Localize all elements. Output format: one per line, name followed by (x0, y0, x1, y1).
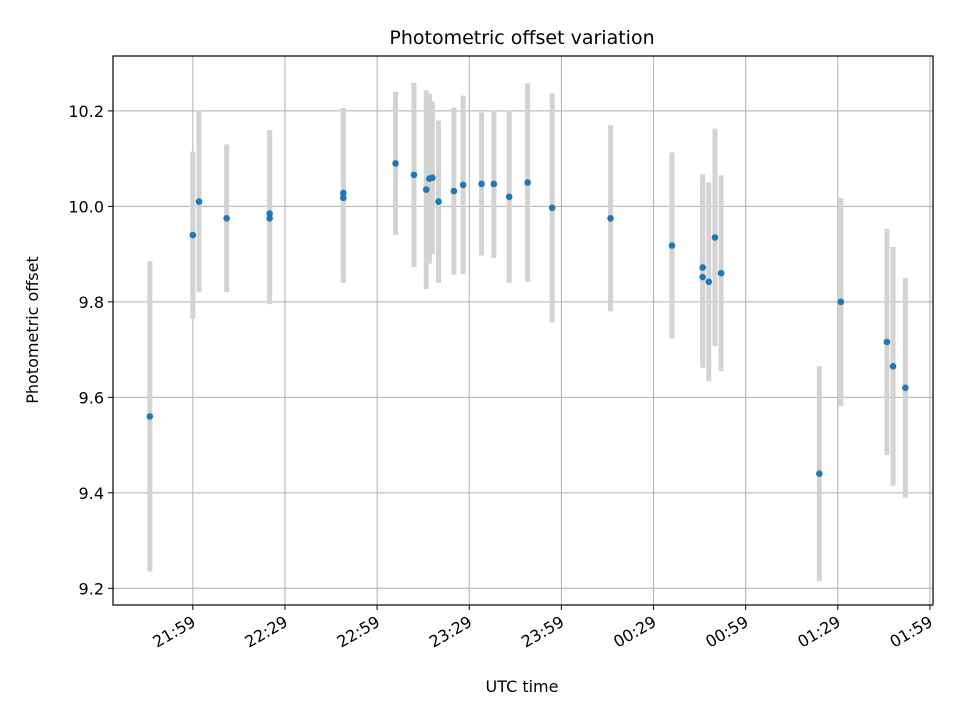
data-point (459, 181, 467, 189)
data-point (435, 198, 442, 205)
y-tick-label: 9.8 (79, 293, 104, 312)
data-point (429, 174, 436, 182)
data-point (548, 204, 556, 212)
data-point (717, 269, 725, 277)
data-point (189, 231, 197, 239)
y-tick-label: 10.2 (68, 102, 104, 121)
data-point (816, 470, 823, 478)
data-point (410, 171, 418, 179)
data-point (392, 160, 399, 167)
data-point (195, 198, 203, 205)
data-point (524, 179, 531, 186)
data-point (478, 180, 485, 188)
data-point (607, 215, 614, 222)
data-point (705, 278, 713, 286)
data-point (668, 242, 676, 249)
data-point (711, 234, 719, 241)
data-point (340, 194, 347, 202)
y-axis-label: Photometric offset (23, 256, 42, 404)
data-point (490, 180, 498, 188)
data-point (902, 384, 909, 392)
data-point (146, 413, 154, 420)
plot-frame (112, 55, 934, 606)
data-point (450, 187, 458, 195)
y-axis-ticks: 9.2 9.4 9.6 9.8 10.0 10.2 (68, 102, 113, 598)
data-point (505, 193, 513, 201)
data-point (340, 189, 347, 197)
y-tick-label: 9.6 (79, 388, 104, 407)
y-tick-label: 9.2 (79, 579, 104, 598)
data-point (699, 273, 706, 281)
data-point (223, 215, 230, 222)
data-point (266, 215, 273, 222)
data-point (266, 210, 273, 217)
x-axis-label: UTC time (486, 677, 559, 696)
grid (113, 56, 933, 605)
data-point (883, 338, 891, 346)
data-point (699, 264, 706, 271)
y-tick-label: 9.4 (79, 484, 104, 503)
data-point (837, 298, 845, 306)
data-point (889, 363, 897, 370)
data-points (146, 160, 909, 478)
y-tick-label: 10.0 (68, 197, 104, 216)
data-point (422, 186, 430, 193)
chart-title: Photometric offset variation (389, 27, 654, 49)
